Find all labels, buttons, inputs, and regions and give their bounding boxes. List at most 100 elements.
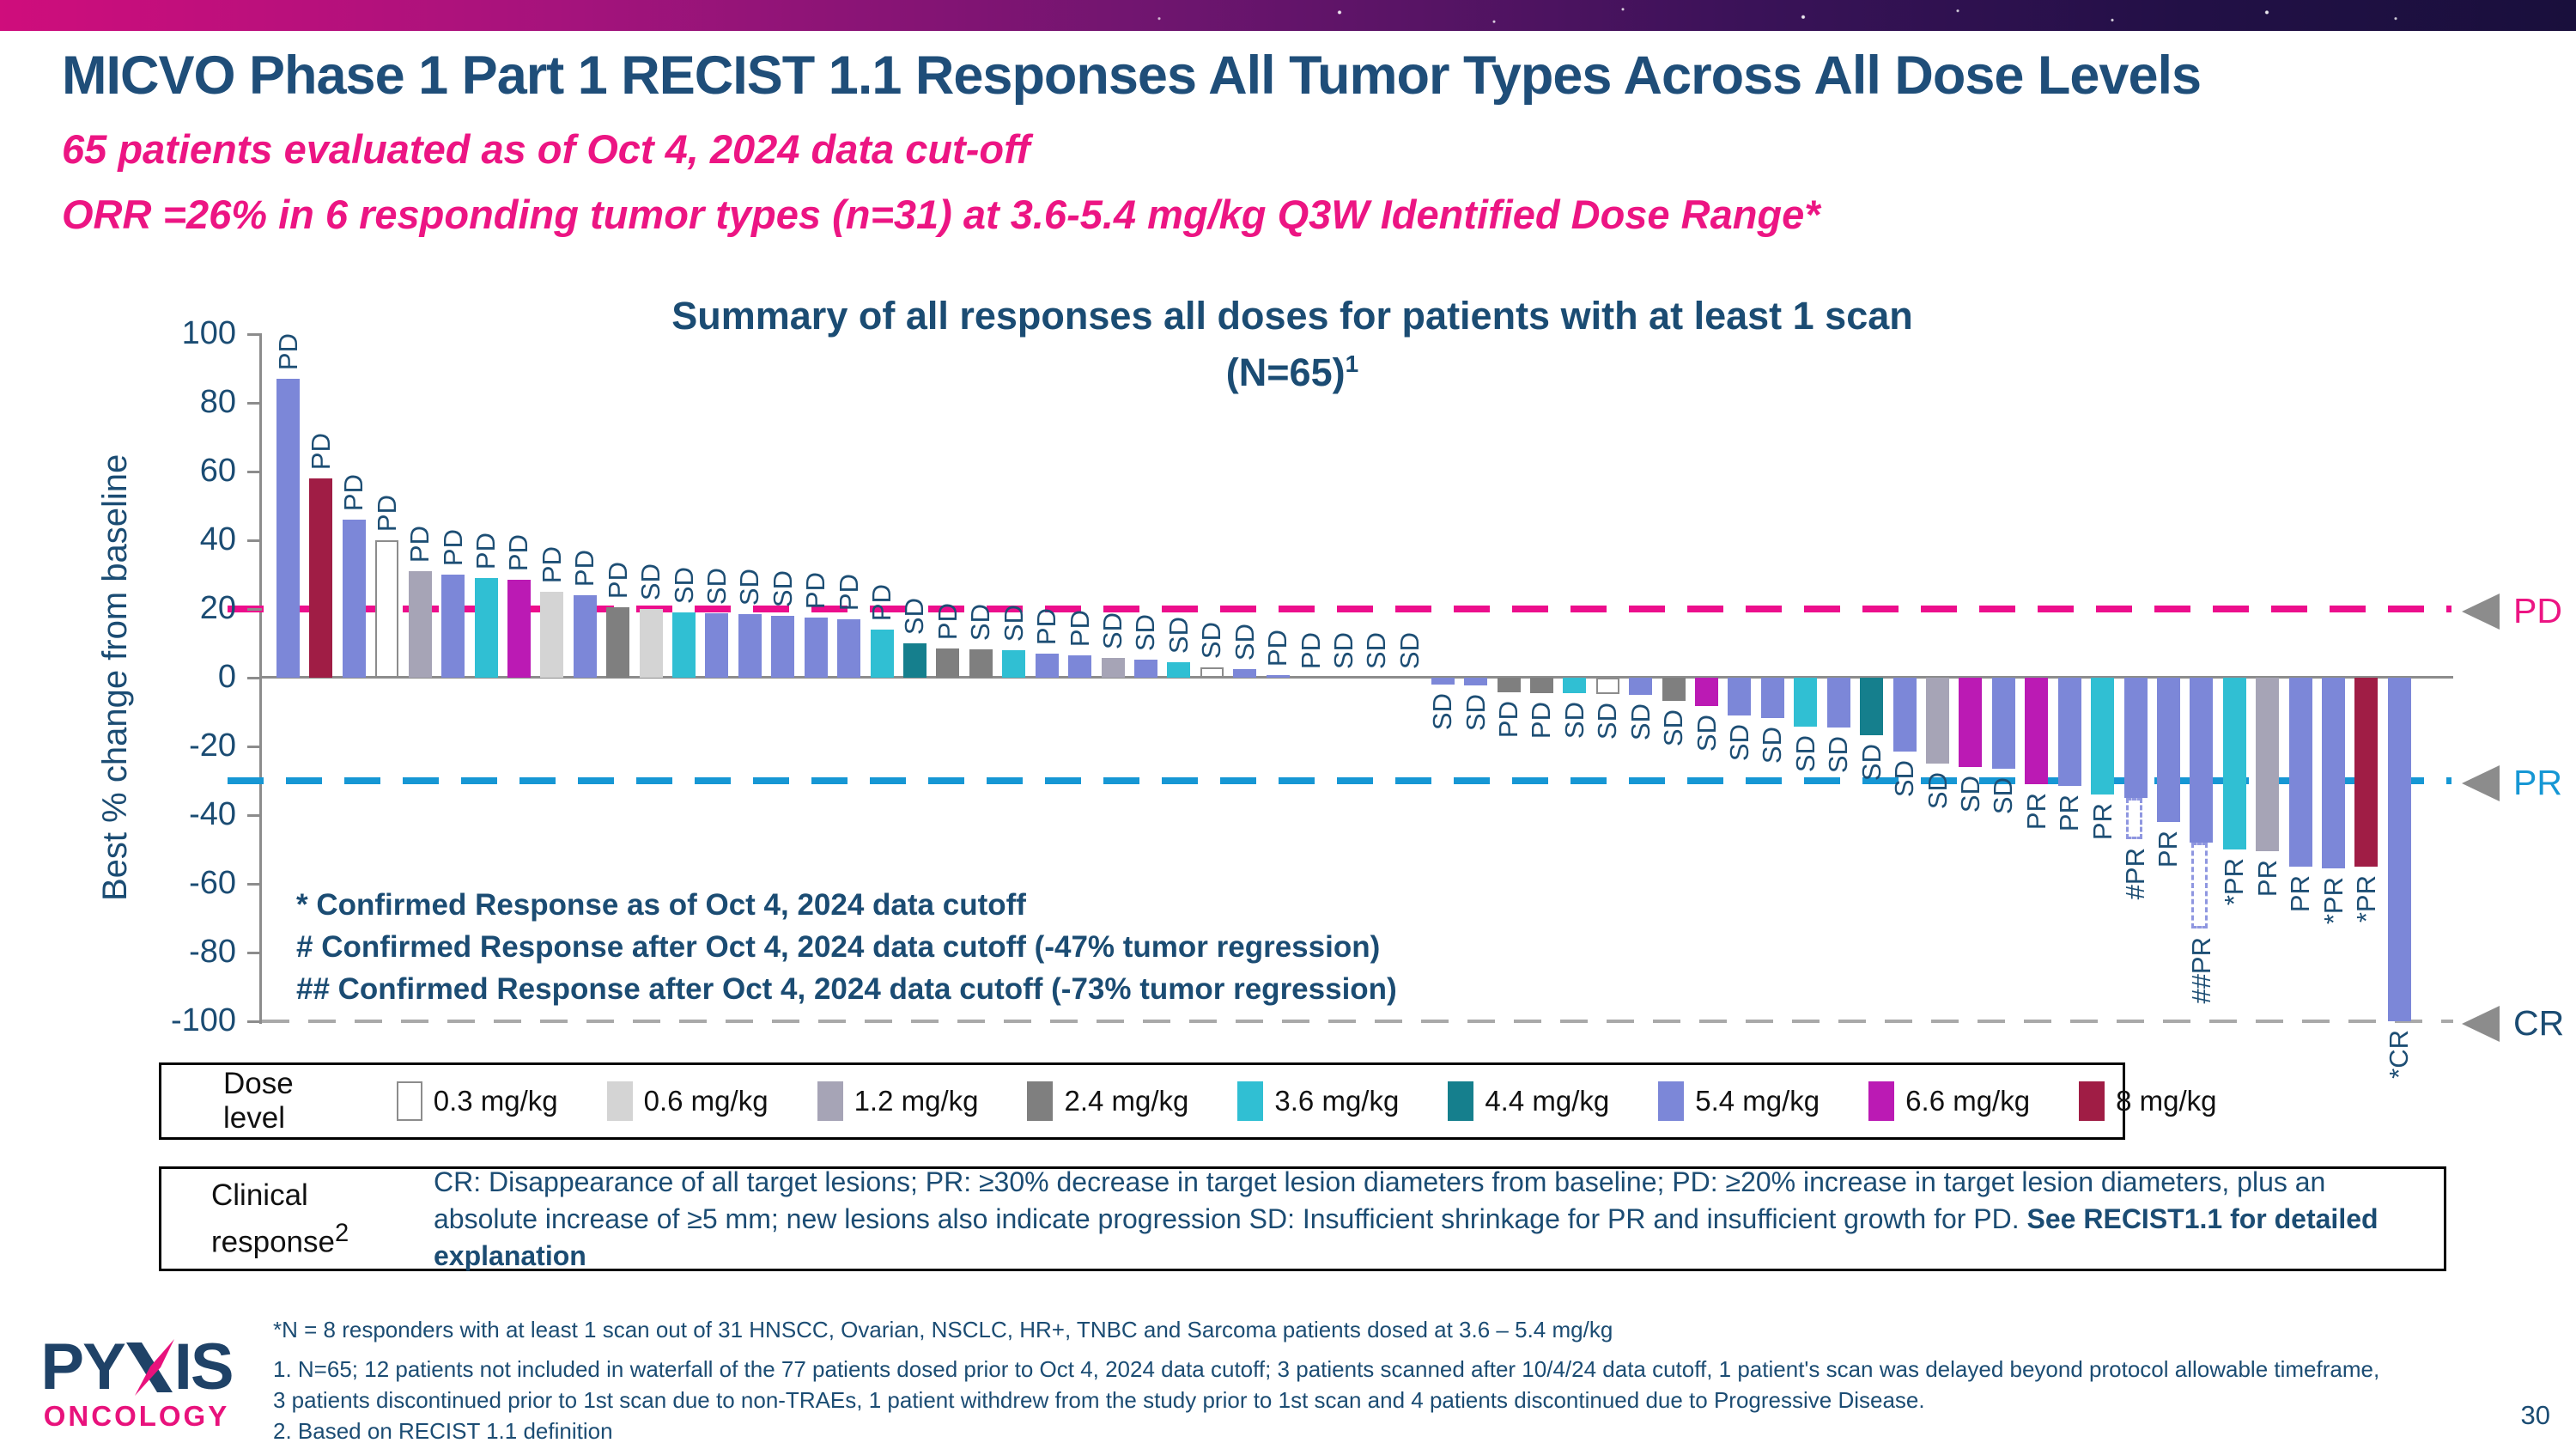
- logo-subtitle: ONCOLOGY: [43, 1400, 230, 1432]
- patient-bar: [1959, 678, 1983, 767]
- response-label: PD: [1295, 631, 1326, 669]
- patient-bar: [1266, 674, 1290, 678]
- waterfall-plot-area: PD PR CR * Confirmed Response as of Oct …: [171, 315, 2564, 1079]
- patient-bar: [441, 575, 465, 678]
- confirmed-response-notes: * Confirmed Response as of Oct 4, 2024 d…: [296, 884, 1397, 1010]
- patient-bar: [309, 478, 333, 678]
- y-axis-tick: [247, 539, 262, 542]
- response-label: PD: [471, 532, 501, 569]
- y-axis-tick-label: -60: [189, 865, 236, 901]
- patient-bar: [771, 616, 795, 678]
- cr-marker: CR: [2462, 1003, 2564, 1044]
- y-axis-tick-label: 60: [199, 453, 236, 489]
- patient-bar: [1760, 678, 1784, 719]
- page-number: 30: [2520, 1400, 2550, 1430]
- clinical-superscript: 2: [334, 1219, 349, 1247]
- legend-item: 2.4 mg/kg: [1027, 1081, 1188, 1121]
- patient-bar: [2354, 678, 2379, 867]
- response-label: PR: [2285, 875, 2316, 913]
- patient-bar: [2322, 678, 2346, 868]
- patient-bar: [1662, 678, 1686, 702]
- response-label: SD: [1658, 709, 1689, 747]
- y-axis-tick: [247, 471, 262, 473]
- patient-bar: [1133, 659, 1157, 678]
- y-axis-tick: [247, 952, 262, 954]
- response-label: SD: [668, 566, 699, 604]
- y-axis-tick-label: 40: [199, 521, 236, 557]
- legend-label: 1.2 mg/kg: [854, 1085, 979, 1117]
- patient-bar: [1728, 678, 1752, 715]
- response-label: SD: [1229, 624, 1260, 661]
- legend-item: 0.3 mg/kg: [396, 1081, 558, 1121]
- patient-bar: [1595, 678, 1619, 695]
- response-label: SD: [1163, 616, 1194, 654]
- response-label: PD: [437, 528, 468, 566]
- response-label: PR: [2020, 793, 2051, 831]
- patient-bar: [1101, 657, 1125, 678]
- patient-bar: [1563, 678, 1587, 693]
- patient-bar: [2123, 678, 2148, 798]
- legend-item: 1.2 mg/kg: [817, 1081, 979, 1121]
- patient-bar: [1233, 669, 1257, 678]
- y-axis-tick-label: -20: [189, 728, 236, 764]
- compass-x-icon: [125, 1339, 174, 1396]
- pyxis-logo: PY IS ONCOLOGY: [21, 1330, 252, 1433]
- pyxis-wordmark: PY IS: [40, 1330, 234, 1403]
- patient-bar: [375, 540, 399, 678]
- chart-title-line1: Summary of all responses all doses for p…: [671, 294, 1913, 338]
- legend-swatch: [1448, 1081, 1474, 1121]
- legend-swatch: [396, 1081, 422, 1121]
- zero-baseline: [262, 676, 2453, 679]
- response-label: PD: [1064, 609, 1095, 647]
- patient-bar: [573, 595, 597, 678]
- response-label: *PR: [2350, 875, 2381, 923]
- response-label: SD: [1789, 735, 1820, 773]
- confirmed-regression-extension: [2125, 798, 2142, 839]
- patient-bar: [1893, 678, 1917, 752]
- response-label: SD: [1394, 631, 1425, 669]
- y-axis-tick: [247, 1020, 262, 1023]
- legend-label: 8 mg/kg: [2116, 1085, 2217, 1117]
- legend-swatch: [1027, 1081, 1054, 1121]
- footnote-2: 2. Based on RECIST 1.1 definition: [273, 1418, 613, 1444]
- legend-item: 8 mg/kg: [2079, 1081, 2216, 1121]
- response-label: PD: [1493, 700, 1524, 738]
- chart-title: Summary of all responses all doses for p…: [369, 292, 2215, 397]
- response-label: PD: [1526, 701, 1557, 739]
- response-label: SD: [899, 597, 930, 635]
- response-label: *PR: [2219, 858, 2250, 906]
- response-label: SD: [734, 568, 765, 606]
- response-label: SD: [1196, 621, 1227, 659]
- y-axis-tick: [247, 883, 262, 886]
- pr-threshold-line: [228, 777, 2451, 784]
- response-label: SD: [1922, 772, 1953, 810]
- response-label: SD: [1130, 613, 1161, 651]
- response-label: SD: [1097, 612, 1127, 649]
- confirmed-regression-extension: [2191, 843, 2208, 928]
- y-axis-tick-label: 100: [181, 315, 236, 351]
- legend-label: 0.6 mg/kg: [643, 1085, 769, 1117]
- patient-bar: [1794, 678, 1818, 728]
- response-label: PD: [932, 602, 963, 640]
- patient-bar: [507, 580, 531, 678]
- legend-item: 0.6 mg/kg: [606, 1081, 769, 1121]
- response-label: PD: [338, 473, 369, 511]
- response-label: PD: [503, 533, 534, 571]
- patient-bar: [2156, 678, 2180, 822]
- legend-label: 5.4 mg/kg: [1695, 1085, 1820, 1117]
- patient-bar: [1860, 678, 1884, 736]
- patient-bar: [540, 592, 564, 678]
- patient-bar: [639, 609, 663, 678]
- y-axis-tick-label: -80: [189, 934, 236, 970]
- patient-bar: [2288, 678, 2312, 867]
- patient-bar: [969, 648, 993, 678]
- pd-marker: PD: [2462, 591, 2562, 631]
- logo-text-right: IS: [173, 1330, 234, 1403]
- patient-bar: [2387, 678, 2411, 1021]
- legend-label: 2.4 mg/kg: [1064, 1085, 1189, 1117]
- patient-bar: [1926, 678, 1949, 764]
- response-label: SD: [1327, 631, 1358, 669]
- legend-item: 6.6 mg/kg: [1868, 1081, 2030, 1121]
- response-label: SD: [767, 569, 798, 607]
- pd-marker-label: PD: [2513, 591, 2562, 630]
